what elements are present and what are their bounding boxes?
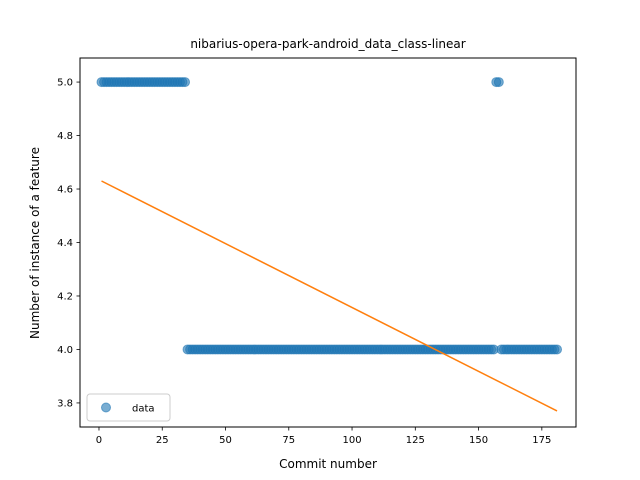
y-axis-label: Number of instance of a feature xyxy=(28,147,42,339)
x-tick-label: 125 xyxy=(406,435,425,446)
legend-marker-data xyxy=(101,402,111,413)
x-tick-label: 25 xyxy=(156,435,169,446)
x-axis-label: Commit number xyxy=(279,457,377,471)
x-tick-label: 175 xyxy=(532,435,551,446)
x-tick-label: 0 xyxy=(96,435,102,446)
legend: data xyxy=(86,393,171,422)
x-tick-label: 150 xyxy=(469,435,488,446)
x-tick-label: 50 xyxy=(219,435,232,446)
data-point xyxy=(180,77,191,88)
y-tick-label: 4.8 xyxy=(57,131,73,142)
trend-line xyxy=(101,180,558,412)
y-tick-label: 4.0 xyxy=(57,345,73,356)
chart-title: nibarius-opera-park-android_data_class-l… xyxy=(190,37,465,51)
data-point xyxy=(493,77,504,88)
y-tick-label: 4.4 xyxy=(57,238,73,249)
y-tick-label: 3.8 xyxy=(57,398,73,409)
y-tick-label: 4.2 xyxy=(57,291,73,302)
plot-area xyxy=(96,77,563,412)
x-tick-label: 100 xyxy=(342,435,361,446)
axis-ticks: 0 25 50 75 100 125 150 175 3.8 4.0 4.2 4.4 4.6 4.8 5.0 xyxy=(57,78,551,446)
legend-label-data: data xyxy=(132,404,155,415)
data-point xyxy=(552,344,563,355)
y-tick-label: 4.6 xyxy=(57,185,73,196)
legend-box xyxy=(86,393,171,422)
y-tick-label: 5.0 xyxy=(57,78,73,89)
x-tick-label: 75 xyxy=(282,435,295,446)
